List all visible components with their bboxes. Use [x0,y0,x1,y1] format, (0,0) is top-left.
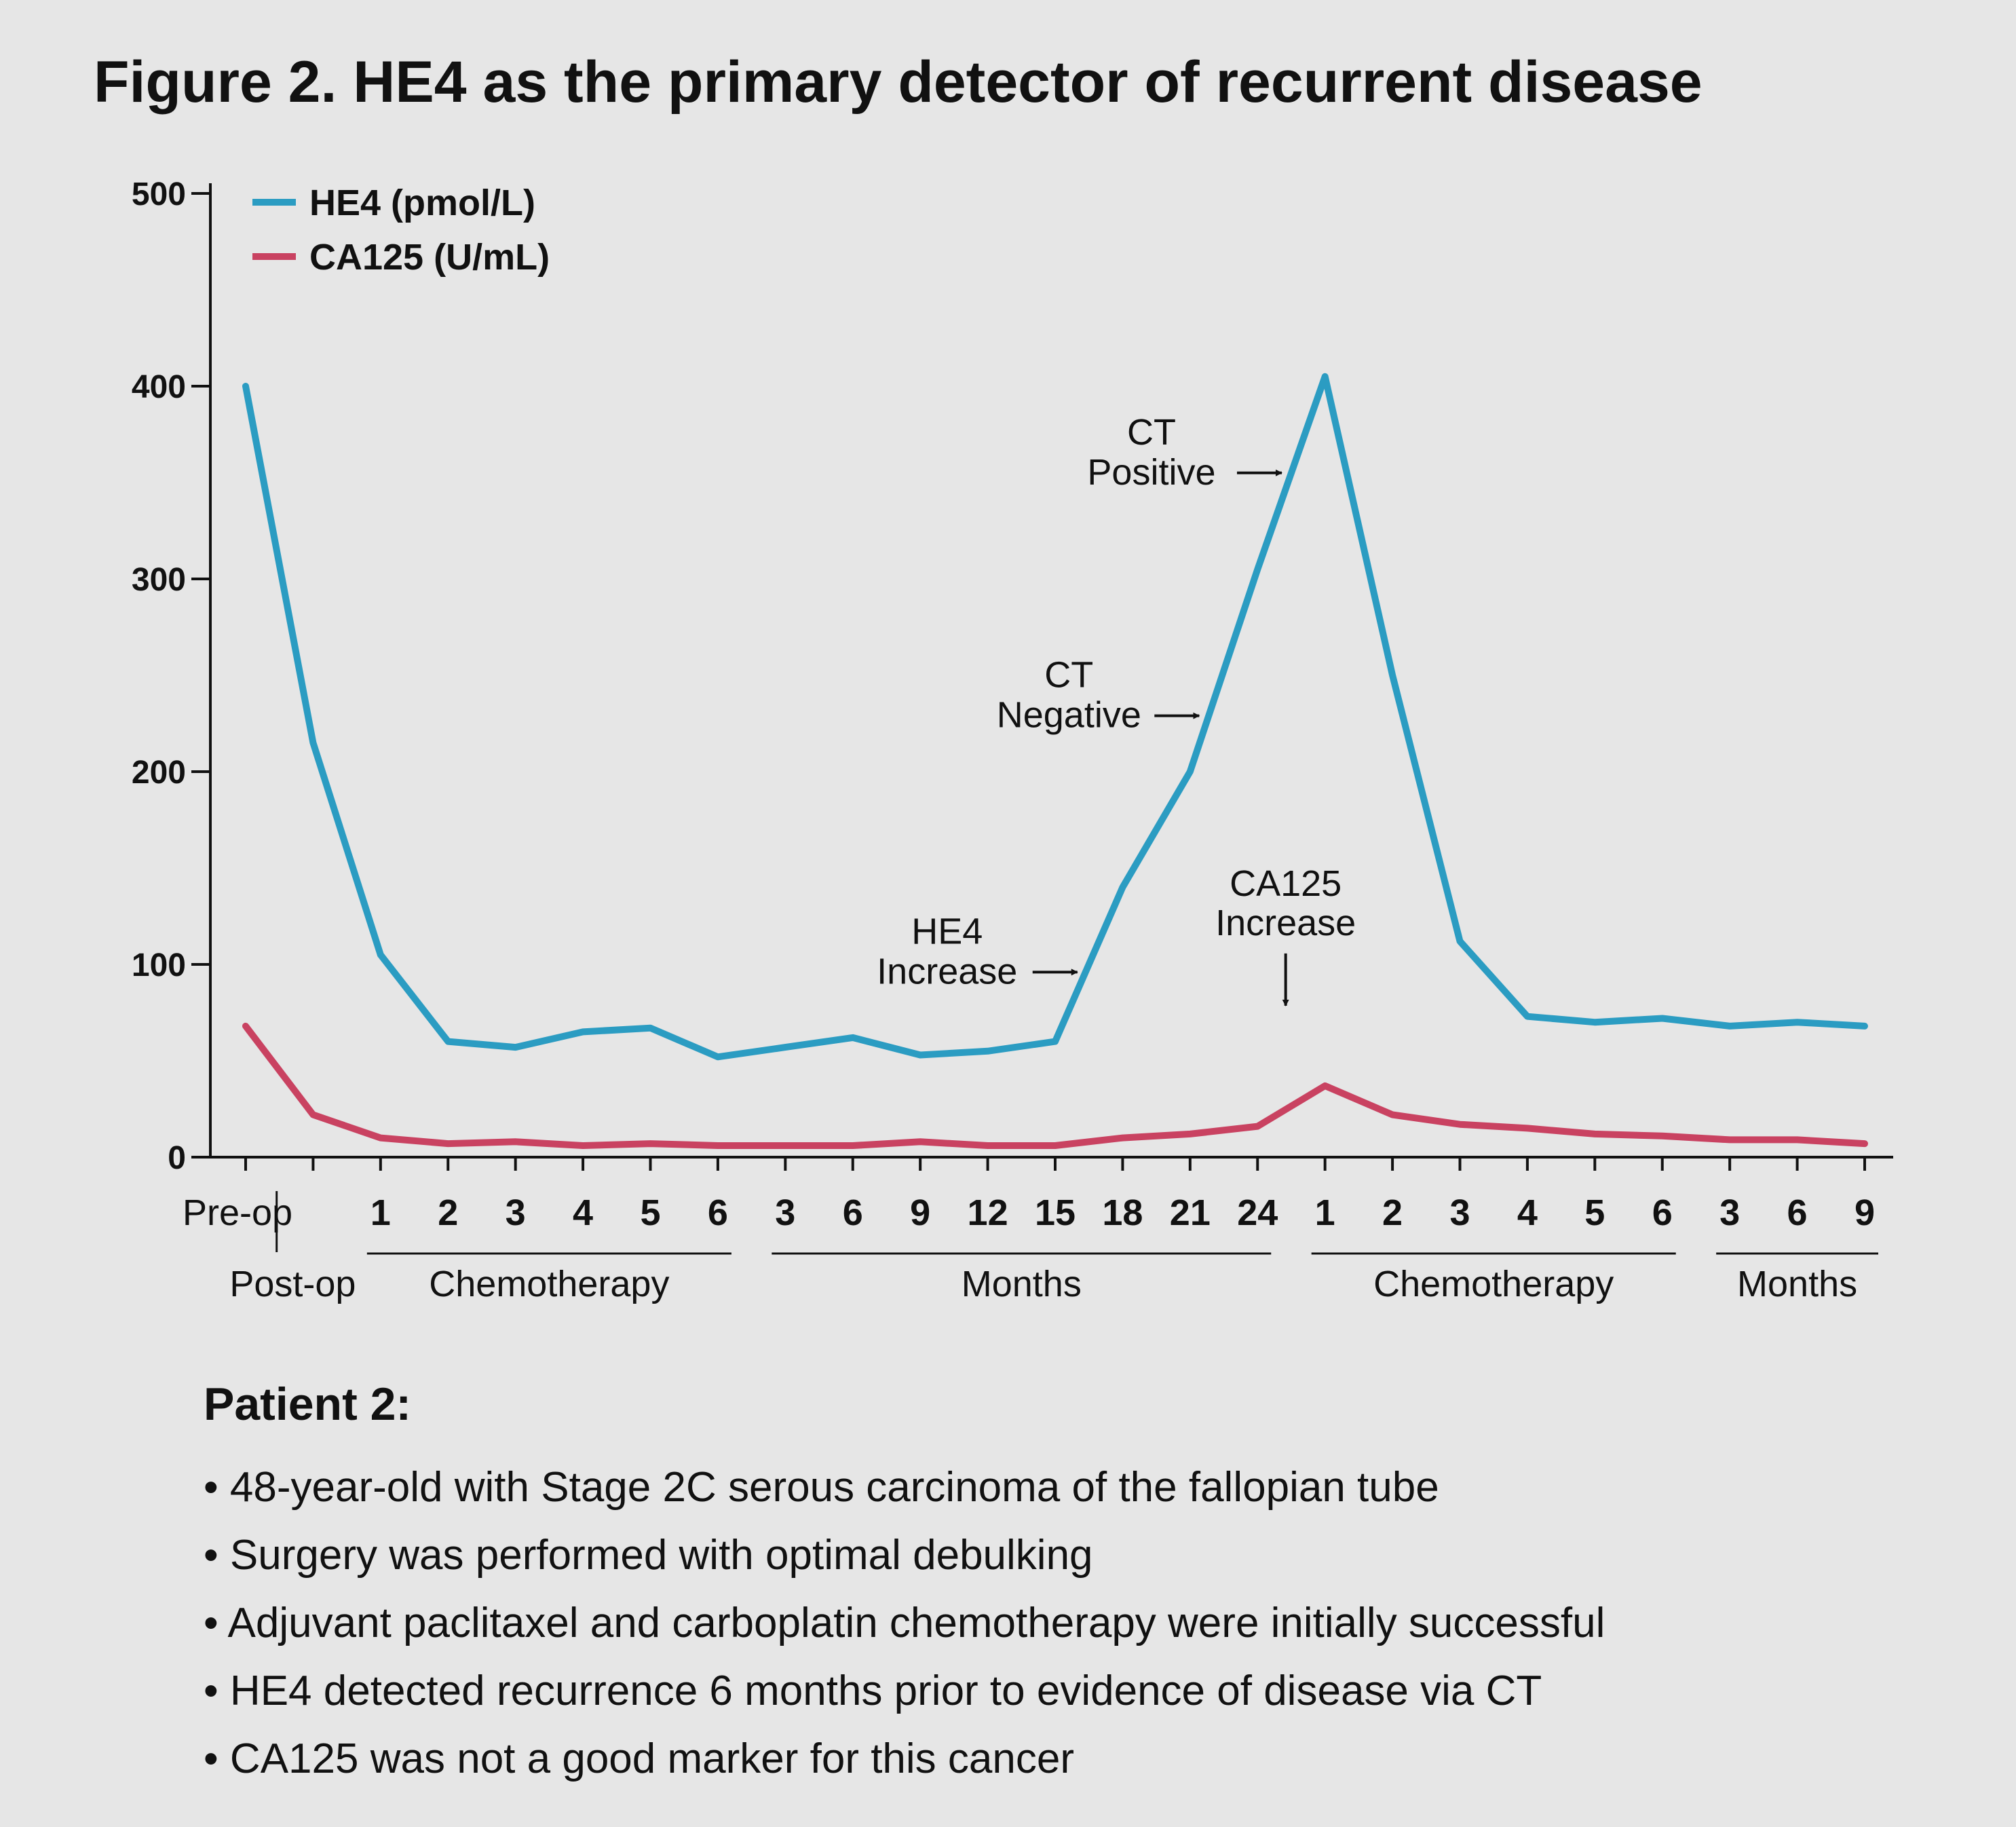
x-tick-label: 18 [1102,1192,1143,1233]
y-tick-label: 400 [132,369,186,405]
x-tick-label: 21 [1170,1192,1211,1233]
x-group-label: Chemotherapy [429,1264,669,1304]
x-tick-label: 4 [1517,1192,1538,1233]
x-tick-label: 1 [1315,1192,1335,1233]
x-tick-label: 6 [1652,1192,1673,1233]
axes [191,183,1893,1255]
y-tick-label: 0 [168,1140,186,1176]
annotation-label: Negative [997,695,1141,736]
annotation-label: HE4 [911,911,983,952]
x-tick-label: 2 [438,1192,458,1233]
annotation-label: Increase [1215,903,1356,943]
x-tick-label: 1 [370,1192,391,1233]
legend: HE4 (pmol/L) CA125 (U/mL) [252,183,550,278]
y-tick-label: 200 [132,755,186,791]
x-group-label: Months [962,1264,1082,1304]
x-tick-label: 3 [775,1192,795,1233]
x-tick-label: 6 [708,1192,728,1233]
annotation-label: CA125 [1230,863,1342,904]
x-tick-label: 6 [843,1192,863,1233]
y-tick-label: 300 [132,562,186,598]
x-tick-label: Post-op [229,1264,356,1304]
x-tick-label: 9 [910,1192,930,1233]
x-tick-label: 4 [573,1192,593,1233]
x-tick-label: 9 [1855,1192,1875,1233]
x-tick-label: 2 [1382,1192,1403,1233]
legend-label: CA125 (U/mL) [309,237,550,278]
annotation-label: CT [1044,655,1093,696]
x-tick-label: 3 [506,1192,526,1233]
x-group-label: Chemotherapy [1373,1264,1614,1304]
x-tick-label: 3 [1719,1192,1740,1233]
y-tick-label: 500 [132,176,186,212]
series-lines [242,373,1868,1149]
patient-title: Patient 2: [204,1378,412,1430]
annotation-label: Increase [877,951,1017,992]
x-tick-label: 5 [1584,1192,1605,1233]
bullet-item: • CA125 was not a good marker for this c… [204,1735,1074,1782]
x-tick-label: 5 [640,1192,660,1233]
x-tick-label: 24 [1237,1192,1278,1233]
legend-label: HE4 (pmol/L) [309,183,535,223]
figure-title: Figure 2. HE4 as the primary detector of… [94,50,1703,115]
series-line-he4 [242,373,1868,1061]
bullet-list: • 48-year-old with Stage 2C serous carci… [204,1454,1605,1793]
y-tick-label: 100 [132,947,186,983]
patient-summary: Patient 2: • 48-year-old with Stage 2C s… [204,1378,1605,1793]
x-tick-label: Pre-op [183,1192,292,1233]
bullet-item: • HE4 detected recurrence 6 months prior… [204,1668,1542,1714]
x-tick-label: 3 [1449,1192,1470,1233]
annotations: HE4IncreaseCTNegativeCTPositiveCA125Incr… [877,412,1356,1006]
x-tick-label: 15 [1035,1192,1076,1233]
series-line-ca125 [242,1022,1868,1149]
x-tick-label: 6 [1787,1192,1808,1233]
annotation-label: Positive [1087,452,1215,493]
x-group-label: Months [1737,1264,1857,1304]
bullet-item: • Surgery was performed with optimal deb… [204,1532,1093,1579]
annotation-label: CT [1127,412,1176,453]
bullet-item: • 48-year-old with Stage 2C serous carci… [204,1464,1439,1511]
x-tick-label: 12 [968,1192,1008,1233]
bullet-item: • Adjuvant paclitaxel and carboplatin ch… [204,1600,1605,1646]
